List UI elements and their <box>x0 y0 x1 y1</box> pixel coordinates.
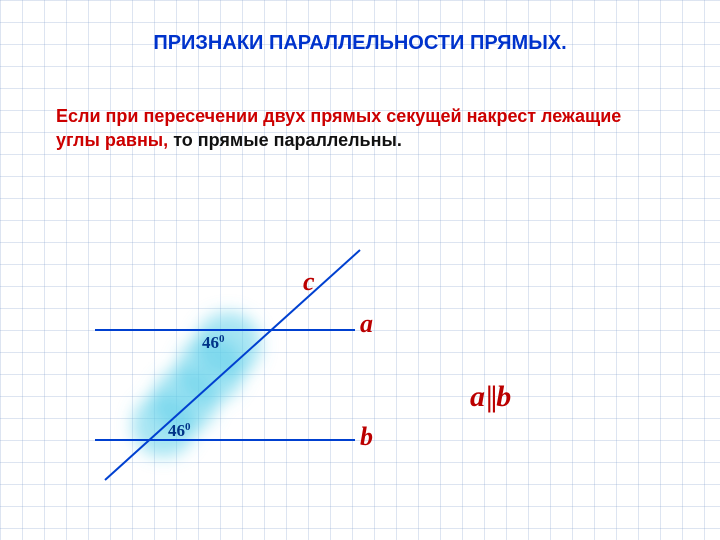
theorem-normal: то прямые параллельны. <box>173 130 402 150</box>
label-b: b <box>360 422 373 451</box>
line-c <box>105 250 360 480</box>
label-a: a <box>360 309 373 338</box>
geometry-figure: 460 460 c a b <box>60 240 620 520</box>
angle-highlight <box>132 312 261 457</box>
parallel-a: a <box>470 380 485 413</box>
parallel-symbol: || <box>485 380 496 413</box>
theorem-text: Если при пересечении двух прямых секущей… <box>56 104 650 153</box>
parallel-b: b <box>496 380 511 413</box>
parallel-statement: a||b <box>470 380 511 414</box>
label-c: c <box>303 267 315 296</box>
page-title: ПРИЗНАКИ ПАРАЛЛЕЛЬНОСТИ ПРЯМЫХ. <box>0 32 720 55</box>
